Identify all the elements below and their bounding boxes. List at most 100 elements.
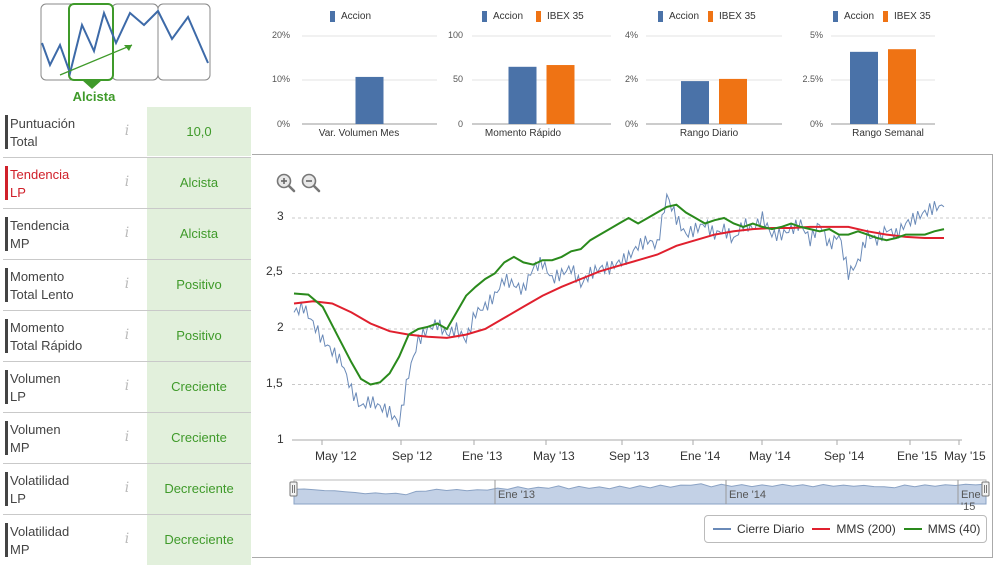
legend-accion[interactable]: Accion <box>482 11 523 22</box>
info-icon[interactable]: i <box>124 123 130 139</box>
indicator-label: Volatilidad LP <box>10 472 110 508</box>
bar-plot <box>472 35 611 125</box>
legend-label: IBEX 35 <box>719 11 756 22</box>
y-tick: 5% <box>809 30 823 40</box>
legend-label: Accion <box>341 11 372 22</box>
label-line-2: MP <box>10 236 30 251</box>
info-icon[interactable]: i <box>124 327 130 343</box>
info-icon[interactable]: i <box>124 531 130 547</box>
legend-label: IBEX 35 <box>894 11 931 22</box>
info-icon[interactable]: i <box>124 429 130 445</box>
label-line-2: Total Rápido <box>10 338 83 353</box>
x-tick: May '14 <box>749 449 791 463</box>
indicator-value: Positivo <box>147 311 251 361</box>
price-chart[interactable]: 3 2,5 2 1,5 1 May '12 Sep '12 Ene '13 Ma… <box>252 155 992 555</box>
info-icon[interactable]: i <box>124 276 130 292</box>
bar-plot <box>646 35 782 125</box>
bar-accion <box>850 51 878 125</box>
x-tick: May '13 <box>533 449 575 463</box>
legend-swatch <box>812 528 831 530</box>
price-plot <box>289 192 992 505</box>
label-line-1: Volatilidad <box>10 473 70 488</box>
legend-cierre-diario[interactable]: Cierre Diario <box>713 522 804 536</box>
legend-swatch <box>658 11 663 22</box>
bar-plot <box>302 35 437 125</box>
indicator-row: Tendencia MP i Alcista <box>3 209 251 260</box>
label-line-1: Momento <box>10 269 65 284</box>
x-tick: Ene '13 <box>462 449 503 463</box>
indicator-table: Puntuación Total i 10,0 Tendencia LP i A… <box>3 107 251 565</box>
info-icon[interactable]: i <box>124 174 130 190</box>
bar-accion <box>508 66 537 124</box>
legend-swatch <box>833 11 838 22</box>
navigator-label: Ene '14 <box>729 489 766 501</box>
indicator-label: Volatilidad MP <box>10 523 110 559</box>
label-line-2: Total Lento <box>10 287 74 302</box>
navigator-label: Ene '15 <box>961 489 981 513</box>
x-tick: May '12 <box>315 449 357 463</box>
series-mms-40 <box>293 203 945 386</box>
legend-label: Cierre Diario <box>737 522 805 536</box>
label-line-2: Total <box>10 134 38 149</box>
indicator-row: Volatilidad MP i Decreciente <box>3 515 251 565</box>
legend-ibex[interactable]: IBEX 35 <box>883 11 931 22</box>
row-marker <box>5 268 8 302</box>
navigator-label: Ene '13 <box>498 489 535 501</box>
x-tick: Sep '13 <box>609 449 650 463</box>
legend-mms-200[interactable]: MMS (200) <box>812 522 896 536</box>
indicator-label: Volumen LP <box>10 370 110 406</box>
row-marker <box>5 319 8 353</box>
indicator-value: Decreciente <box>147 515 251 565</box>
label-line-2: LP <box>10 491 26 506</box>
y-tick: 2,5 <box>266 264 283 278</box>
indicator-row: Volatilidad LP i Decreciente <box>3 464 251 515</box>
y-tick: 0 <box>457 119 463 129</box>
bar-chart-rango-diario: Accion IBEX 35 4% 2% 0% Rango Diario <box>610 0 785 150</box>
info-icon[interactable]: i <box>124 480 130 496</box>
row-marker <box>5 115 8 149</box>
row-marker <box>5 217 8 251</box>
y-tick: 2 <box>277 320 284 334</box>
trend-label: Alcista <box>72 89 116 104</box>
row-marker <box>5 472 8 506</box>
series-mms-200 <box>293 225 944 339</box>
divider <box>252 557 993 558</box>
x-tick: Ene '14 <box>680 449 721 463</box>
label-line-1: Momento <box>10 320 65 335</box>
legend-swatch <box>330 11 335 22</box>
info-icon[interactable]: i <box>124 225 130 241</box>
legend-accion[interactable]: Accion <box>658 11 699 22</box>
zoom-out-icon[interactable] <box>301 173 321 193</box>
y-tick: 1 <box>277 432 284 446</box>
bar-chart-rango-semanal: Accion IBEX 35 5% 2.5% 0% Rango Semanal <box>785 0 960 150</box>
legend-mms-40[interactable]: MMS (40) <box>903 522 981 536</box>
legend-ibex[interactable]: IBEX 35 <box>536 11 584 22</box>
bar-accion <box>681 81 709 124</box>
indicator-value: 10,0 <box>147 107 251 156</box>
trend-diagram <box>40 3 211 89</box>
info-icon[interactable]: i <box>124 378 130 394</box>
divider <box>992 154 993 558</box>
bar-chart-momento: Accion IBEX 35 100 50 0 Momento Rápido <box>436 0 611 150</box>
legend-accion[interactable]: Accion <box>330 11 371 22</box>
indicator-value: Decreciente <box>147 464 251 514</box>
navigator-area <box>293 483 987 505</box>
legend-ibex[interactable]: IBEX 35 <box>708 11 756 22</box>
zoom-in-icon[interactable] <box>276 173 296 193</box>
x-category: Rango Diario <box>679 128 739 139</box>
legend-accion[interactable]: Accion <box>833 11 874 22</box>
legend-label: Accion <box>669 11 700 22</box>
x-tick: Sep '14 <box>824 449 865 463</box>
indicator-value: Creciente <box>147 413 251 463</box>
y-tick: 3 <box>277 209 284 223</box>
legend-swatch <box>883 11 888 22</box>
series-cierre-diario <box>293 192 945 428</box>
navigator-handle-right[interactable] <box>981 481 990 497</box>
indicator-row: Momento Total Rápido i Positivo <box>3 311 251 362</box>
label-line-1: Volatilidad <box>10 524 70 539</box>
legend-label: MMS (40) <box>927 522 981 536</box>
navigator-handle-left[interactable] <box>289 481 298 497</box>
navigator <box>289 479 990 505</box>
x-tick: Sep '12 <box>392 449 433 463</box>
indicator-row: Puntuación Total i 10,0 <box>3 107 251 158</box>
